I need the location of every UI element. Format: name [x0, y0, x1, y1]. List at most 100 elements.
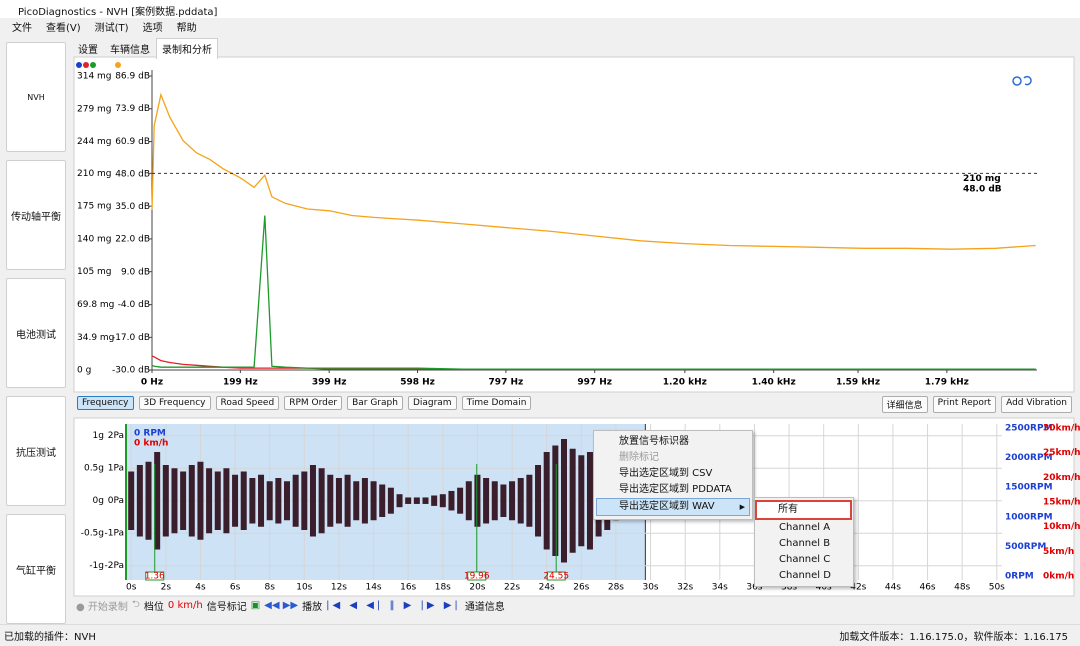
speed-tick-label: 0km/h: [1043, 572, 1074, 582]
x-tick-label: 399 Hz: [312, 378, 347, 388]
gear-label: 档位: [143, 602, 164, 613]
y2-tick-label: -2Pa: [104, 561, 124, 571]
menu-item[interactable]: 导出选定区域到 PDDATA: [619, 484, 732, 495]
marker-label: 信号标记: [206, 602, 247, 613]
rpm-tick-label: 2500RPM: [1005, 424, 1053, 434]
selection: [126, 424, 646, 580]
speed-tick-label: 5km/h: [1043, 547, 1074, 557]
x-tick-label: 38s: [781, 583, 797, 593]
window-title: PicoDiagnostics - NVH [案例数据.pddata]: [18, 7, 218, 18]
undo-icon: ⮌: [131, 599, 140, 610]
action-button[interactable]: Add Vibration: [1001, 396, 1072, 413]
status-left: 已加载的插件：NVH: [4, 632, 96, 643]
y2-tick-label: 1Pa: [108, 464, 124, 474]
action-button[interactable]: Print Report: [932, 396, 997, 413]
context-menu: 放置信号标识器 删除标记导出选定区域到 CSV 导出选定区域到 PDDATA 导出选定…: [593, 430, 753, 520]
rpm-tick-label: 500RPM: [1005, 542, 1046, 552]
legend-dot: [76, 62, 82, 68]
view-button[interactable]: RPM Order: [284, 396, 343, 410]
sidebar-button[interactable]: 电池测试: [6, 278, 66, 388]
reference-label: 210 mg: [963, 174, 1001, 184]
view-button[interactable]: Road Speed: [215, 396, 280, 410]
title-bar: PicoDiagnostics - NVH [案例数据.pddata]: [0, 0, 1080, 18]
record-button[interactable]: ● 开始录制: [76, 602, 128, 613]
x-tick-label: 797 Hz: [489, 378, 524, 388]
view-button[interactable]: Diagram: [407, 396, 457, 410]
y-tick-label: 244 mg: [77, 137, 112, 147]
y2-tick-label: 48.0 dB: [115, 169, 150, 179]
view-button[interactable]: Frequency: [77, 396, 134, 410]
legend-dot: [115, 62, 121, 68]
sidebar-button[interactable]: 抗压测试: [6, 396, 66, 506]
x-tick-label: 20s: [469, 583, 485, 593]
x-tick-label: 1.59 kHz: [836, 378, 880, 388]
menu-item[interactable]: 查看(V): [46, 23, 81, 34]
y-tick-label: 69.8 mg: [77, 300, 114, 310]
x-tick-label: 4s: [195, 583, 206, 593]
marker-label-box: [467, 571, 487, 581]
rpm-tick-label: 0RPM: [1005, 571, 1034, 581]
menu-item[interactable]: 选项: [142, 23, 163, 34]
x-tick-label: 598 Hz: [400, 378, 435, 388]
rpm-tick-label: 2000RPM: [1005, 453, 1053, 463]
view-button[interactable]: 3D Frequency: [138, 396, 211, 410]
y-tick-label: 140 mg: [77, 234, 112, 244]
y-tick-label: 0.5g: [84, 464, 104, 474]
x-tick-label: 1.40 kHz: [752, 378, 796, 388]
view-button[interactable]: Bar Graph: [347, 396, 403, 410]
y-tick-label: -1g: [89, 561, 104, 571]
y-tick-label: 175 mg: [77, 202, 112, 212]
menu-item[interactable]: 文件: [12, 23, 32, 34]
y2-tick-label: 22.0 dB: [115, 235, 150, 245]
y-tick-label: 0 g: [77, 366, 91, 376]
y-tick-label: 314 mg: [77, 72, 112, 82]
tab[interactable]: 录制和分析: [156, 38, 218, 59]
x-tick-label: 8s: [264, 583, 275, 593]
x-tick-label: 34s: [712, 583, 728, 593]
context-submenu: 所有 Channel A Channel B Channel C Channel D: [754, 497, 854, 587]
reference-label: 48.0 dB: [963, 184, 1002, 194]
x-tick-label: 32s: [677, 583, 693, 593]
menu-item[interactable]: 放置信号标识器: [619, 436, 689, 447]
y2-tick-label: -30.0 dB: [112, 366, 150, 376]
zoom-icon[interactable]: [1012, 75, 1032, 86]
submenu-item[interactable]: 所有: [755, 500, 852, 520]
submenu-item[interactable]: Channel C: [779, 554, 831, 565]
y2-tick-label: -4.0 dB: [118, 300, 150, 310]
transport-icons[interactable]: |◀ ◀ ◀| ‖ ▶ |▶ ▶|: [326, 600, 461, 611]
submenu-item[interactable]: Channel B: [779, 538, 831, 549]
y-tick-label: 105 mg: [77, 267, 112, 277]
y-tick-label: 34.9 mg: [77, 333, 114, 343]
marker-add-icon[interactable]: ▣: [250, 600, 261, 611]
y2-tick-label: 73.9 dB: [115, 104, 150, 114]
y-tick-label: 0g: [93, 496, 104, 506]
status-right: 加载文件版本：1.16.175.0，软件版本：1.16.175: [839, 632, 1068, 643]
menu-item[interactable]: 导出选定区域到 WAV: [596, 498, 750, 516]
y2-tick-label: 60.9 dB: [115, 137, 150, 147]
menu-item[interactable]: 测试(T): [94, 23, 129, 34]
y-tick-label: -0.5g: [81, 529, 104, 539]
x-tick-label: 1.79 kHz: [925, 378, 969, 388]
action-button[interactable]: 详细信息: [881, 396, 928, 413]
x-tick-label: 0 Hz: [141, 378, 163, 388]
tab[interactable]: 车辆信息: [110, 45, 150, 56]
y2-tick-label: -1Pa: [104, 529, 124, 539]
sidebar-button[interactable]: NVH: [6, 42, 66, 152]
marker-label: 1.36: [145, 572, 165, 582]
x-tick-label: 50s: [989, 583, 1005, 593]
view-button[interactable]: Time Domain: [461, 396, 532, 410]
menu-item[interactable]: 帮助: [176, 23, 197, 34]
marker-prev-icon[interactable]: ◀◀ ▶▶: [264, 600, 299, 611]
submenu-item[interactable]: Channel A: [779, 522, 831, 533]
submenu-item[interactable]: Channel D: [779, 570, 831, 581]
menu-bar: 文件 查看(V) 测试(T) 选项 帮助: [0, 18, 197, 35]
menu-item[interactable]: 删除标记: [619, 452, 659, 463]
rpm-readout: 0 RPM: [134, 429, 166, 439]
x-tick-label: 28s: [608, 583, 624, 593]
sidebar-button[interactable]: 气缸平衡: [6, 514, 66, 624]
sidebar-button[interactable]: 传动轴平衡: [6, 160, 66, 270]
spectrum-frame: [73, 56, 1075, 393]
channel-info[interactable]: 通道信息: [464, 602, 505, 613]
tab[interactable]: 设置: [78, 45, 98, 56]
menu-item[interactable]: 导出选定区域到 CSV: [619, 468, 713, 479]
